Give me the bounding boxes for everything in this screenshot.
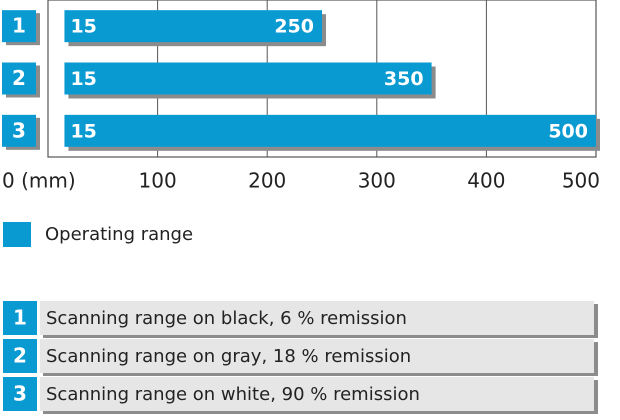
- x-tick-label: 500: [562, 169, 600, 193]
- bar-start-label: 15: [70, 68, 96, 90]
- key-badge: [3, 301, 37, 335]
- bar-end-label: 250: [274, 16, 314, 38]
- bar: [64, 10, 322, 43]
- bar: [64, 114, 596, 147]
- key-text: Scanning range on black, 6 % remission: [46, 308, 407, 329]
- key-text: Scanning range on gray, 18 % remission: [46, 346, 411, 367]
- bar-start-label: 15: [70, 16, 96, 38]
- x-tick-label: 0 (mm): [2, 169, 76, 193]
- key-number: 3: [13, 382, 27, 406]
- key-box: [40, 339, 594, 373]
- category-label: 1: [12, 14, 26, 38]
- x-tick-label: 300: [358, 169, 396, 193]
- bar-start-label: 15: [70, 120, 96, 142]
- key-box: [40, 377, 594, 411]
- key-badge: [3, 377, 37, 411]
- category-label: 3: [12, 118, 26, 142]
- bar-end-label: 500: [548, 120, 588, 142]
- legend-swatch: [3, 222, 31, 247]
- key-text: Scanning range on white, 90 % remission: [46, 384, 420, 405]
- bar: [64, 62, 432, 95]
- category-badge: [2, 10, 36, 43]
- category-badge: [2, 114, 36, 147]
- legend-label: Operating range: [45, 224, 193, 245]
- key-box: [40, 301, 594, 335]
- key-number: 1: [13, 306, 27, 330]
- x-tick-label: 100: [139, 169, 177, 193]
- x-tick-label: 200: [248, 169, 286, 193]
- x-tick-label: 400: [467, 169, 505, 193]
- bar-end-label: 350: [384, 68, 424, 90]
- key-number: 2: [13, 344, 27, 368]
- key-badge: [3, 339, 37, 373]
- category-label: 2: [12, 66, 26, 90]
- category-badge: [2, 62, 36, 95]
